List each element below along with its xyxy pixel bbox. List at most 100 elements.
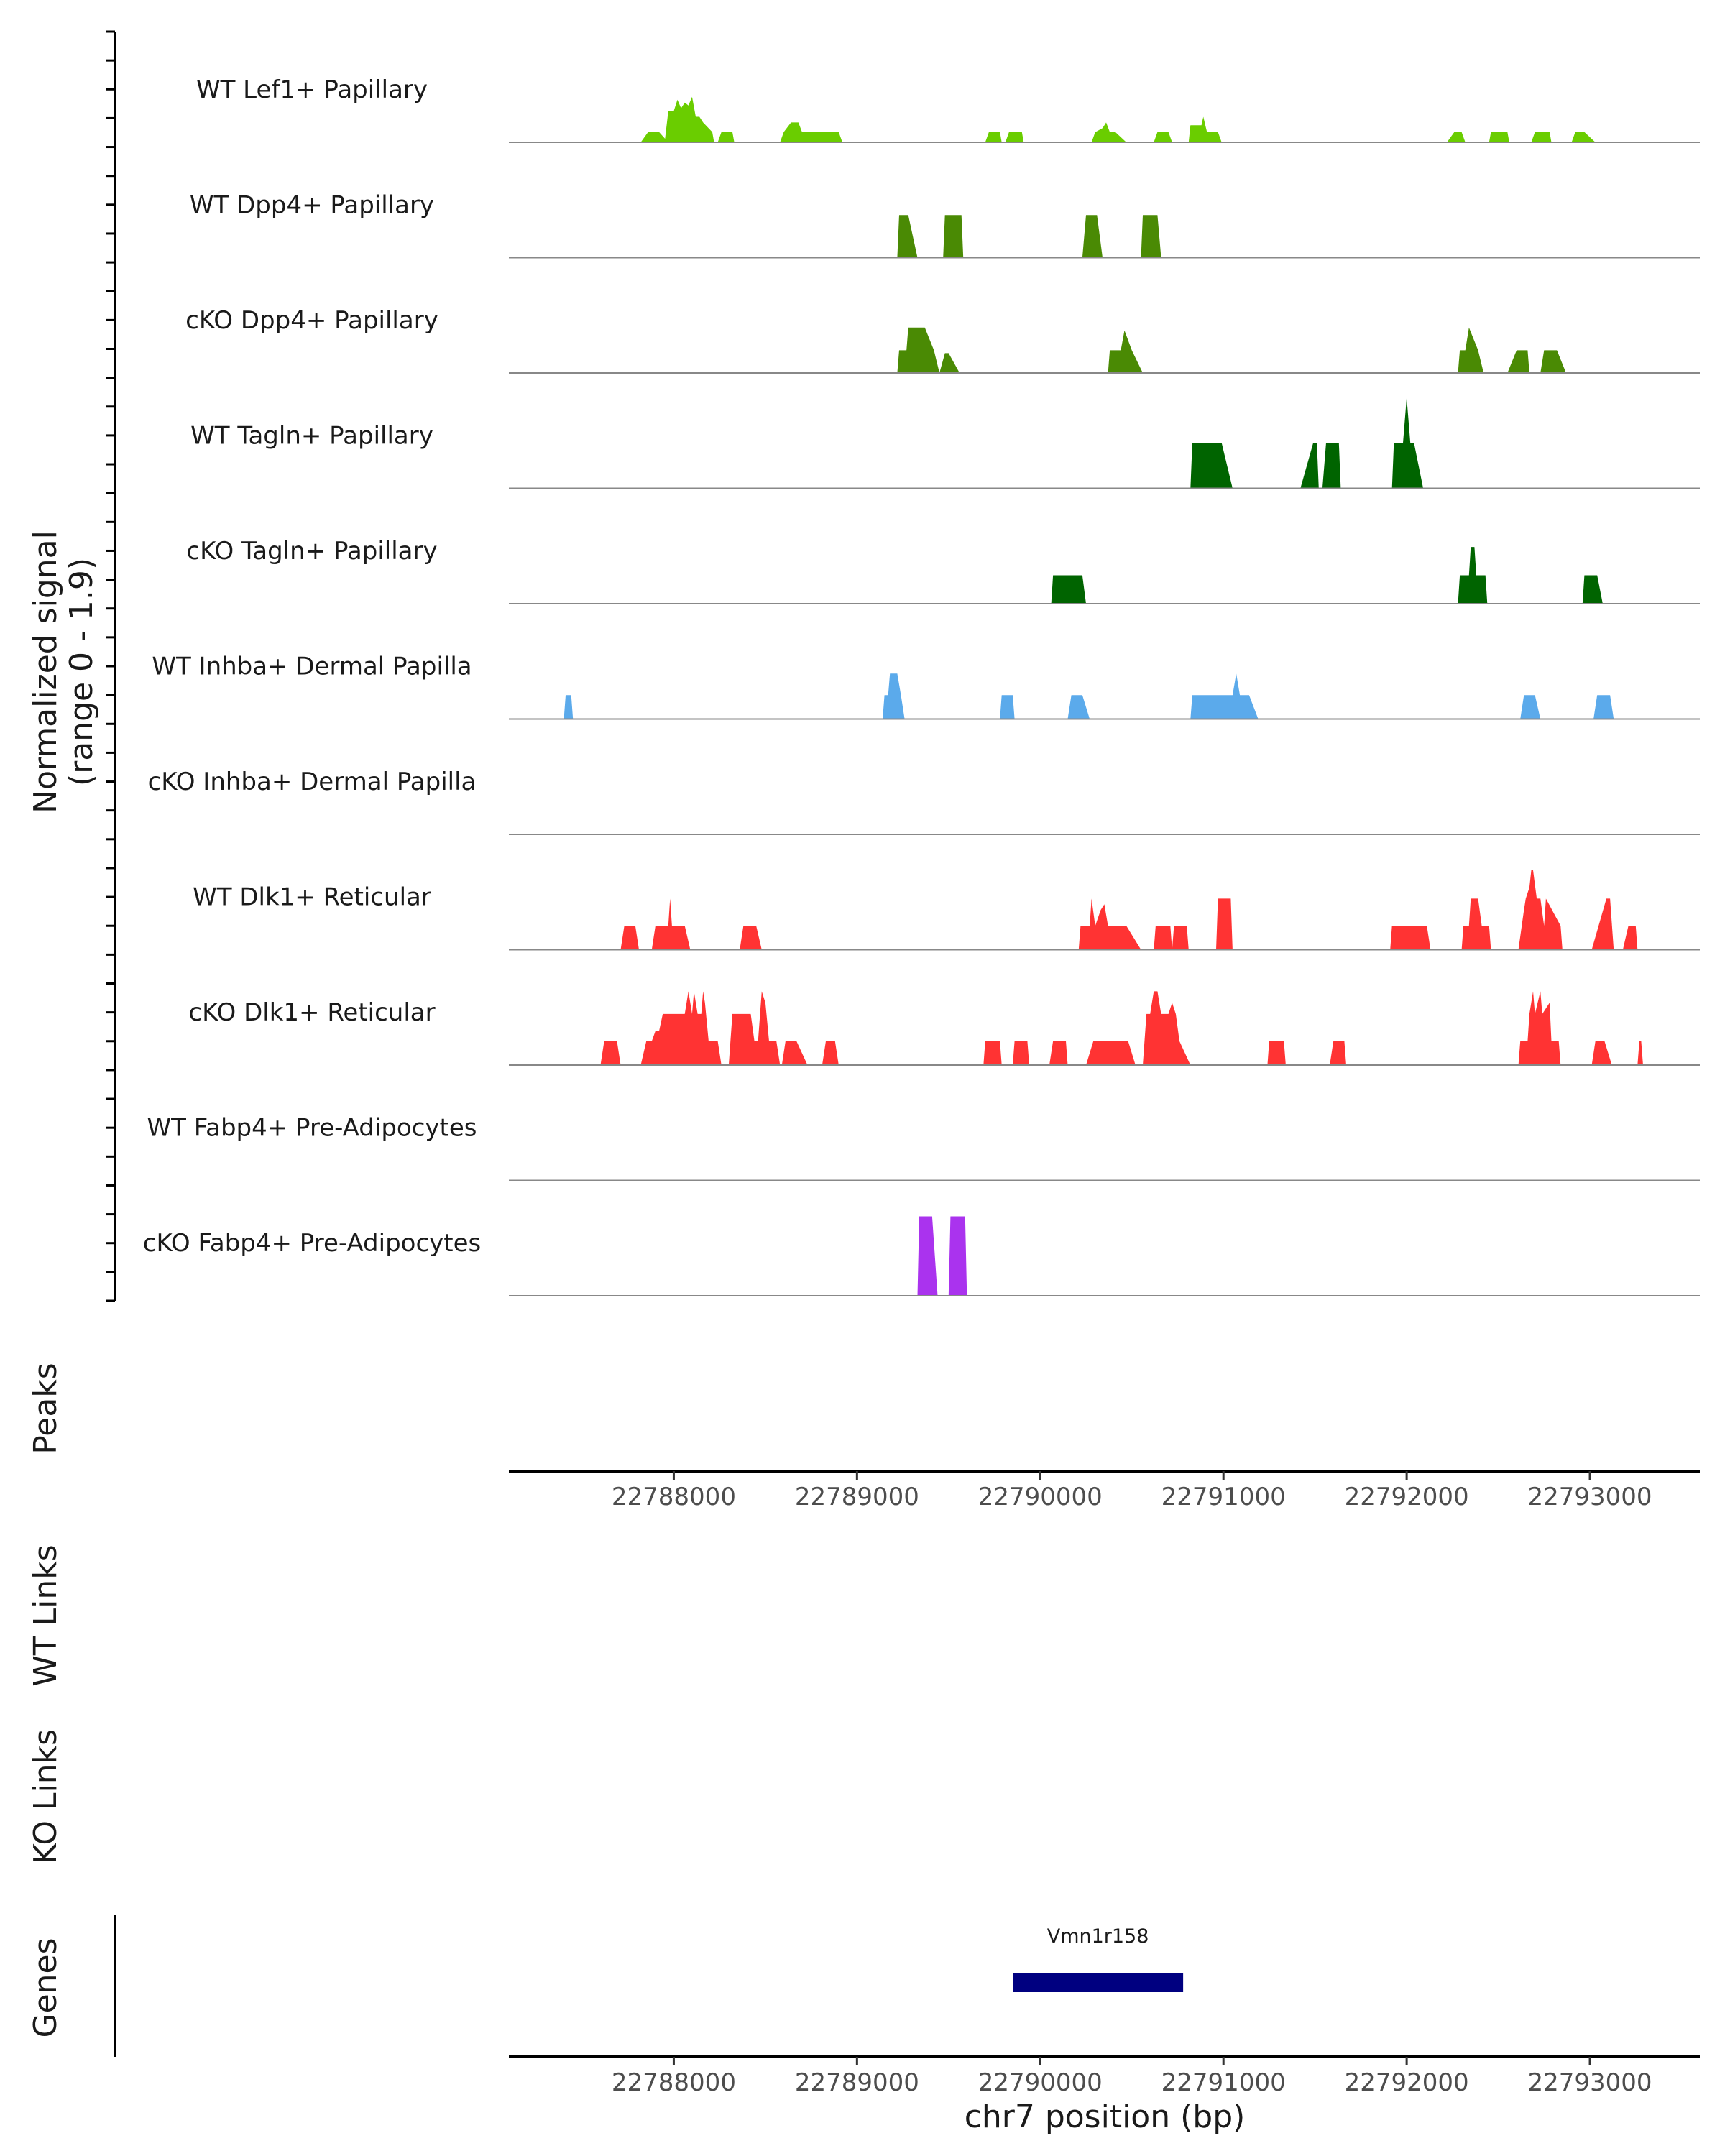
x-tick-label: 22788000 <box>612 1483 736 1511</box>
coverage-area <box>620 926 639 950</box>
track: WT Inhba+ Dermal Papilla <box>152 653 1700 720</box>
signal-y-axis-title: Normalized signal <box>27 530 64 814</box>
coverage-area <box>1143 991 1191 1065</box>
coverage-area <box>1051 575 1086 604</box>
coverage-area <box>948 1216 967 1296</box>
coverage-area <box>1461 898 1491 950</box>
track: cKO Tagln+ Papillary <box>186 537 1700 604</box>
coverage-area <box>1078 898 1141 950</box>
coverage-area <box>1489 132 1509 142</box>
coverage-area <box>1154 132 1172 142</box>
coverage-area <box>1000 695 1015 719</box>
coverage-area <box>939 353 960 373</box>
coverage-area <box>1518 870 1563 950</box>
genes-panel-label: Genes <box>27 1938 64 2037</box>
x-tick-label: 22789000 <box>795 2068 919 2097</box>
peaks-panel-label: Peaks <box>27 1363 64 1454</box>
x-tick-label: 22791000 <box>1162 2068 1286 2097</box>
coverage-area <box>1392 397 1424 489</box>
signal-y-axis-subtitle: (range 0 - 1.9) <box>63 558 100 786</box>
coverage-area <box>1190 443 1233 489</box>
peaks-x-axis: 22788000 22789000 22790000 22791000 22792000… <box>612 1471 1652 1511</box>
coverage-area <box>1593 695 1614 719</box>
track: WT Fabp4+ Pre-Adipocytes <box>147 1114 1700 1181</box>
track: WT Dpp4+ Papillary <box>190 191 1700 259</box>
coverage-area <box>897 215 918 258</box>
coverage-area <box>1518 991 1561 1065</box>
track-label: WT Dpp4+ Papillary <box>190 191 434 220</box>
coverage-area <box>1582 575 1603 604</box>
coverage-area <box>1067 695 1090 719</box>
x-tick-label: 22792000 <box>1345 2068 1469 2097</box>
coverage-area <box>1049 1041 1068 1065</box>
coverage-area <box>883 673 905 719</box>
coverage-area <box>1591 898 1614 950</box>
gene-name-label: Vmn1r158 <box>1047 1925 1149 1948</box>
track: cKO Fabp4+ Pre-Adipocytes <box>143 1216 1700 1296</box>
coverage-area <box>1091 122 1127 142</box>
track-label: WT Tagln+ Papillary <box>190 422 433 451</box>
x-tick-label: 22792000 <box>1345 1483 1469 1511</box>
coverage-area <box>600 1041 621 1065</box>
track-label: cKO Fabp4+ Pre-Adipocytes <box>143 1229 482 1258</box>
coverage-area <box>1322 443 1341 489</box>
track-label: cKO Tagln+ Papillary <box>186 537 437 566</box>
gene-body <box>1013 1973 1184 1992</box>
coverage-area <box>1571 132 1596 142</box>
coverage-area <box>1507 350 1530 373</box>
coverage-area <box>985 132 1002 142</box>
coverage-area <box>1622 926 1638 950</box>
coverage-tracks: WT Lef1+ Papillary WT Dpp4+ Papillary cKO … <box>143 75 1700 1296</box>
track: cKO Inhba+ Dermal Papilla <box>148 768 1700 835</box>
x-tick-label: 22790000 <box>978 1483 1103 1511</box>
coverage-area <box>564 695 574 719</box>
wt-links-panel-label: WT Links <box>27 1544 64 1686</box>
coverage-area <box>1330 1041 1346 1065</box>
coverage-area <box>740 926 762 950</box>
coverage-area <box>1141 215 1162 258</box>
signal-y-axis-ticks <box>106 30 115 1302</box>
coverage-area <box>1531 132 1552 142</box>
coverage-area <box>1458 327 1484 373</box>
coverage-area <box>1300 443 1319 489</box>
coverage-area <box>781 1041 808 1065</box>
coverage-area <box>1390 926 1431 950</box>
x-tick-label: 22788000 <box>612 2068 736 2097</box>
ko-links-panel-label: KO Links <box>27 1729 64 1864</box>
coverage-area <box>728 991 781 1065</box>
track-label: WT Inhba+ Dermal Papilla <box>152 653 472 681</box>
coverage-area <box>780 122 842 142</box>
x-tick-label: 22793000 <box>1528 2068 1652 2097</box>
coverage-area <box>943 215 964 258</box>
x-tick-label: 22793000 <box>1528 1483 1652 1511</box>
coverage-area <box>1216 898 1233 950</box>
x-tick-label: 22791000 <box>1162 1483 1286 1511</box>
track-label: cKO Dlk1+ Reticular <box>188 998 435 1027</box>
x-axis-title: chr7 position (bp) <box>965 2099 1246 2135</box>
coverage-area <box>651 898 691 950</box>
coverage-area <box>664 96 714 142</box>
coverage-area <box>640 991 722 1065</box>
track: WT Lef1+ Papillary <box>196 75 1700 143</box>
coverage-area <box>1172 926 1189 950</box>
track: WT Tagln+ Papillary <box>190 397 1700 489</box>
gene-track: Vmn1r158 <box>1013 1925 1184 1992</box>
coverage-area <box>1540 350 1566 373</box>
coverage-area <box>822 1041 839 1065</box>
coverage-area <box>1086 1041 1136 1065</box>
coverage-area <box>1154 926 1172 950</box>
track-label: WT Fabp4+ Pre-Adipocytes <box>147 1114 477 1143</box>
coverage-area <box>1190 673 1259 719</box>
coverage-area <box>1447 132 1466 142</box>
coverage-area <box>1637 1041 1643 1065</box>
track-label: WT Lef1+ Papillary <box>196 75 428 104</box>
coverage-area <box>1188 116 1222 142</box>
track: cKO Dpp4+ Papillary <box>185 306 1700 374</box>
coverage-area <box>897 327 940 373</box>
coverage-area <box>917 1216 938 1296</box>
coverage-area <box>1013 1041 1029 1065</box>
coverage-area <box>1108 330 1143 373</box>
coverage-area <box>1458 547 1488 604</box>
track-label: WT Dlk1+ Reticular <box>193 883 431 912</box>
